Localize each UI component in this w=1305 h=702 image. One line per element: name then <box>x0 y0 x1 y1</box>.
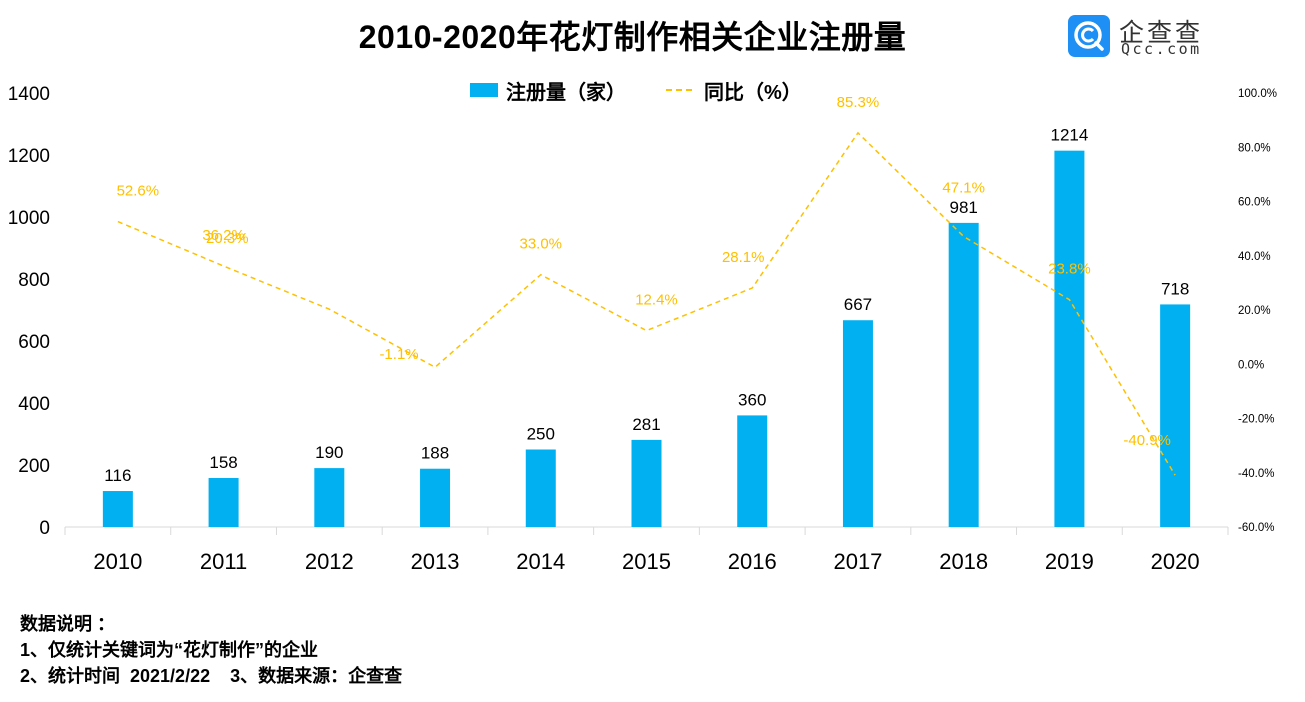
bar-2011 <box>208 478 239 527</box>
right-axis: -60.0% -40.0% -20.0% 0.0% 20.0% 40.0% 60.0% 80.… <box>1238 88 1277 534</box>
qcc-logo: 企查查 Qcc.com <box>1068 15 1228 58</box>
notes-line-2: 2、统计时间 2021/2/22 3、数据来源：企查查 <box>20 666 403 686</box>
logo-name-cn: 企查查 <box>1119 19 1204 47</box>
left-axis-tick-label: 1000 <box>8 208 50 229</box>
right-axis-tick-label: 0.0% <box>1238 359 1264 371</box>
bar-2020 <box>1160 304 1191 527</box>
bar-2015 <box>631 439 662 527</box>
yoy-label-2012: 20.3% <box>206 230 249 247</box>
right-axis-tick-label: -20.0% <box>1238 414 1274 426</box>
bar-2014 <box>525 449 556 527</box>
x-axis: 2010 2011 2012 2013 2014 2015 2016 2017 2018 2019… <box>64 526 1229 574</box>
chart-canvas: 0 200 400 600 800 1000 1200 1400 -60.0% -40.0% -2… <box>8 84 1277 574</box>
left-axis-tick-label: 400 <box>18 394 50 415</box>
x-axis-tick-label: 2014 <box>516 549 565 574</box>
right-axis-tick-label: 20.0% <box>1238 305 1271 317</box>
bar-2017 <box>842 320 873 527</box>
bar-2012 <box>314 468 345 527</box>
right-axis-tick-label: 80.0% <box>1238 142 1271 154</box>
bar-label-2020: 718 <box>1161 279 1189 298</box>
left-axis-tick-label: 0 <box>39 518 50 539</box>
legend-bar-swatch <box>470 83 498 97</box>
data-notes: 数据说明 ： 1、仅统计关键词为“花灯制作”的企业 2、统计时间 2021/2/… <box>20 611 402 689</box>
left-axis-tick-label: 600 <box>18 332 50 353</box>
left-axis-tick-label: 1200 <box>8 146 50 167</box>
notes-line-1: 1、仅统计关键词为“花灯制作”的企业 <box>20 640 319 660</box>
x-axis-tick-label: 2020 <box>1151 549 1200 574</box>
yoy-label-2011: 36.2% <box>202 227 245 244</box>
yoy-data-labels: 52.6% 36.2%20.3% -1.1% 33.0% 12.4% 28.1% 85.3%… <box>117 94 1171 449</box>
left-axis-tick-label: 1400 <box>8 84 50 105</box>
x-axis-tick-label: 2013 <box>411 549 460 574</box>
yoy-line-series <box>117 131 1176 476</box>
yoy-label-2014: 33.0% <box>519 236 562 253</box>
yoy-label-2013: -1.1% <box>379 346 418 363</box>
x-axis-tick-label: 2018 <box>939 549 988 574</box>
yoy-label-2018: 47.1% <box>942 179 985 196</box>
right-axis-tick-label: -40.0% <box>1238 468 1274 480</box>
bar-label-2014: 250 <box>527 425 555 444</box>
x-axis-tick-label: 2010 <box>93 549 142 574</box>
bar-data-labels: 116 158 190 188 250 281 360 667 981 1214 718 <box>104 126 1189 485</box>
yoy-line <box>117 131 1176 476</box>
bar-2013 <box>420 468 451 527</box>
yoy-label-2019: 23.8% <box>1048 261 1091 278</box>
x-axis-tick-label: 2015 <box>622 549 671 574</box>
chart-title: 2010-2020年花灯制作相关企业注册量 <box>358 19 907 55</box>
logo-name-en: Qcc.com <box>1121 40 1202 58</box>
yoy-label-2015: 12.4% <box>635 292 678 309</box>
right-axis-tick-label: 100.0% <box>1238 88 1277 100</box>
right-axis-tick-label: -60.0% <box>1238 522 1274 534</box>
legend-label-yoy: 同比（%） <box>704 81 802 104</box>
yoy-label-2010: 52.6% <box>117 183 160 200</box>
legend-label-registrations: 注册量（家） <box>506 81 626 104</box>
bar-series <box>102 150 1191 527</box>
left-axis-tick-label: 200 <box>18 456 50 477</box>
bar-2019 <box>1054 150 1085 527</box>
bar-label-2016: 360 <box>738 390 766 409</box>
yoy-label-2017: 85.3% <box>837 94 880 111</box>
chart-legend: 注册量（家） 同比（%） <box>470 77 802 104</box>
bar-label-2018: 981 <box>949 198 977 217</box>
qcc-logo-icon <box>1068 15 1110 57</box>
yoy-label-2020: -40.9% <box>1123 432 1171 449</box>
bar-2016 <box>737 415 768 527</box>
notes-heading: 数据说明 ： <box>20 614 116 634</box>
bar-label-2011: 158 <box>209 453 237 472</box>
x-axis-tick-label: 2017 <box>833 549 882 574</box>
x-axis-tick-label: 2019 <box>1045 549 1094 574</box>
x-axis-tick-label: 2016 <box>728 549 777 574</box>
bar-label-2013: 188 <box>421 444 449 463</box>
bar-label-2017: 667 <box>844 295 872 314</box>
bar-2010 <box>102 491 133 527</box>
left-axis: 0 200 400 600 800 1000 1200 1400 <box>8 84 50 539</box>
x-axis-tick-label: 2011 <box>200 549 247 574</box>
bar-label-2010: 116 <box>104 466 131 485</box>
bar-label-2012: 190 <box>315 443 343 462</box>
right-axis-tick-label: 60.0% <box>1238 197 1271 209</box>
bar-label-2015: 281 <box>632 415 660 434</box>
bar-label-2019: 1214 <box>1050 126 1088 145</box>
yoy-label-2016: 28.1% <box>722 249 765 266</box>
x-axis-tick-label: 2012 <box>305 549 354 574</box>
right-axis-tick-label: 40.0% <box>1238 251 1271 263</box>
legend-line-swatch <box>666 89 692 91</box>
left-axis-tick-label: 800 <box>18 270 50 291</box>
bar-2018 <box>948 222 979 527</box>
